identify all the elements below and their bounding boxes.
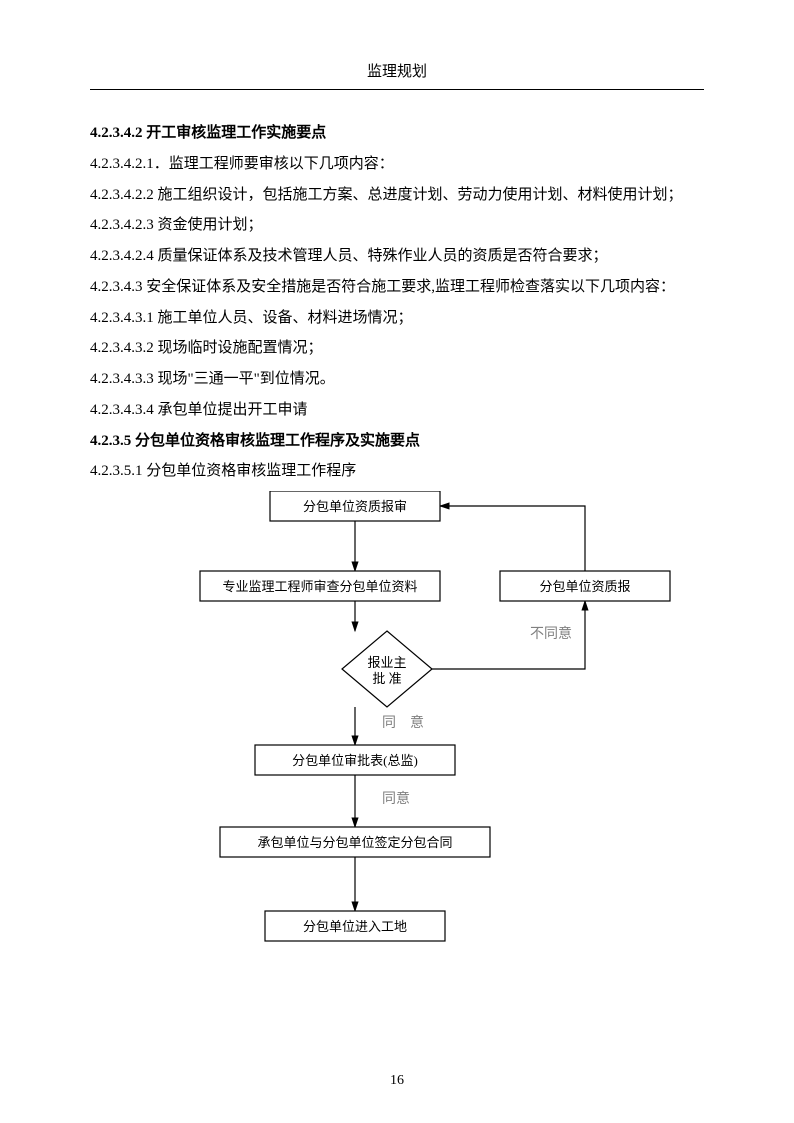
flowchart-svg: 不同意同 意同意 分包单位资质报审专业监理工程师审查分包单位资料 分包单位资质报报业… bbox=[90, 491, 704, 951]
edge-label: 不同意 bbox=[530, 625, 572, 642]
page-number-value: 16 bbox=[390, 1073, 404, 1088]
header-title: 监理规划 bbox=[367, 64, 427, 80]
paragraph: 4.2.3.4.2.4 质量保证体系及技术管理人员、特殊作业人员的资质是否符合要… bbox=[90, 241, 704, 272]
page-header: 监理规划 bbox=[90, 60, 704, 90]
flow-node-label: 批 准 bbox=[372, 671, 401, 686]
paragraph: 4.2.3.5.1 分包单位资格审核监理工作程序 bbox=[90, 456, 704, 487]
paragraph: 4.2.3.4.3.3 现场"三通一平"到位情况。 bbox=[90, 364, 704, 395]
paragraph: 4.2.3.4.2 开工审核监理工作实施要点 bbox=[90, 118, 704, 149]
document-body: 4.2.3.4.2 开工审核监理工作实施要点4.2.3.4.2.1．监理工程师要… bbox=[90, 118, 704, 487]
flow-node-label: 分包单位资质报审 bbox=[303, 499, 407, 514]
flow-edge bbox=[440, 506, 585, 571]
paragraph: 4.2.3.4.3.1 施工单位人员、设备、材料进场情况； bbox=[90, 303, 704, 334]
paragraph: 4.2.3.4.3.4 承包单位提出开工申请 bbox=[90, 395, 704, 426]
paragraph: 4.2.3.4.3.2 现场临时设施配置情况； bbox=[90, 333, 704, 364]
flow-node-label: 承包单位与分包单位签定分包合同 bbox=[257, 835, 452, 850]
flow-node-label: 分包单位进入工地 bbox=[303, 919, 407, 934]
flowchart-container: 不同意同 意同意 分包单位资质报审专业监理工程师审查分包单位资料 分包单位资质报报业… bbox=[90, 491, 704, 991]
edge-label: 同意 bbox=[382, 790, 410, 807]
paragraph: 4.2.3.4.2.3 资金使用计划； bbox=[90, 210, 704, 241]
flow-node-label: 分包单位审批表(总监) bbox=[292, 753, 418, 768]
edge-label: 同 意 bbox=[382, 714, 424, 731]
page-number: 16 bbox=[0, 1073, 794, 1089]
paragraph: 4.2.3.4.2.1．监理工程师要审核以下几项内容： bbox=[90, 149, 704, 180]
paragraph: 4.2.3.4.2.2 施工组织设计，包括施工方案、总进度计划、劳动力使用计划、… bbox=[90, 180, 704, 211]
flow-node-label: 专业监理工程师审查分包单位资料 bbox=[222, 579, 417, 594]
paragraph: 4.2.3.4.3 安全保证体系及安全措施是否符合施工要求,监理工程师检查落实以… bbox=[90, 272, 704, 303]
paragraph: 4.2.3.5 分包单位资格审核监理工作程序及实施要点 bbox=[90, 426, 704, 457]
flow-node-label: 报业主 bbox=[367, 655, 406, 670]
flow-node-label: 分包单位资质报 bbox=[539, 579, 630, 594]
